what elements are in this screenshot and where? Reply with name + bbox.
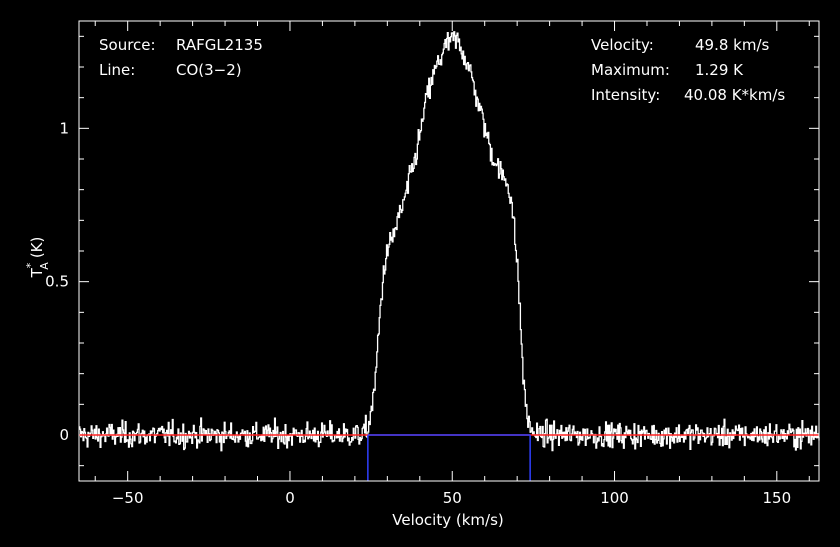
maximum-value: 1.29 K	[695, 61, 744, 79]
x-tick-label: 0	[285, 489, 295, 507]
tick-labels: −50 0 50 100 150 0 0.5 1	[45, 119, 791, 507]
maximum-label: Maximum:	[591, 61, 670, 79]
y-axis-label-sub: A	[38, 262, 51, 270]
svg-text:T*A(K): T*A (K)	[24, 237, 51, 279]
intensity-label: Intensity:	[591, 86, 660, 104]
y-tick-label: 0.5	[45, 273, 69, 291]
velocity-label: Velocity:	[591, 36, 654, 54]
intensity-value: 40.08 K*km/s	[684, 86, 785, 104]
y-tick-label: 1	[59, 119, 69, 137]
line-value: CO(3−2)	[176, 61, 242, 79]
source-label: Source:	[99, 36, 156, 54]
x-tick-label: −50	[112, 489, 144, 507]
x-axis-label: Velocity (km/s)	[392, 511, 503, 529]
x-tick-label: 100	[600, 489, 629, 507]
source-value: RAFGL2135	[176, 36, 263, 54]
y-tick-label: 0	[59, 426, 69, 444]
plot-frame	[78, 20, 820, 482]
y-axis-label: T*A (K)	[24, 237, 51, 279]
y-axis-label-symbol: T	[28, 267, 46, 278]
x-tick-label: 50	[443, 489, 462, 507]
line-label: Line:	[99, 61, 135, 79]
x-tick-label: 150	[762, 489, 791, 507]
velocity-value: 49.8 km/s	[695, 36, 770, 54]
y-axis-label-unit: (K)	[28, 237, 46, 259]
y-axis-label-sup: *	[24, 262, 37, 268]
